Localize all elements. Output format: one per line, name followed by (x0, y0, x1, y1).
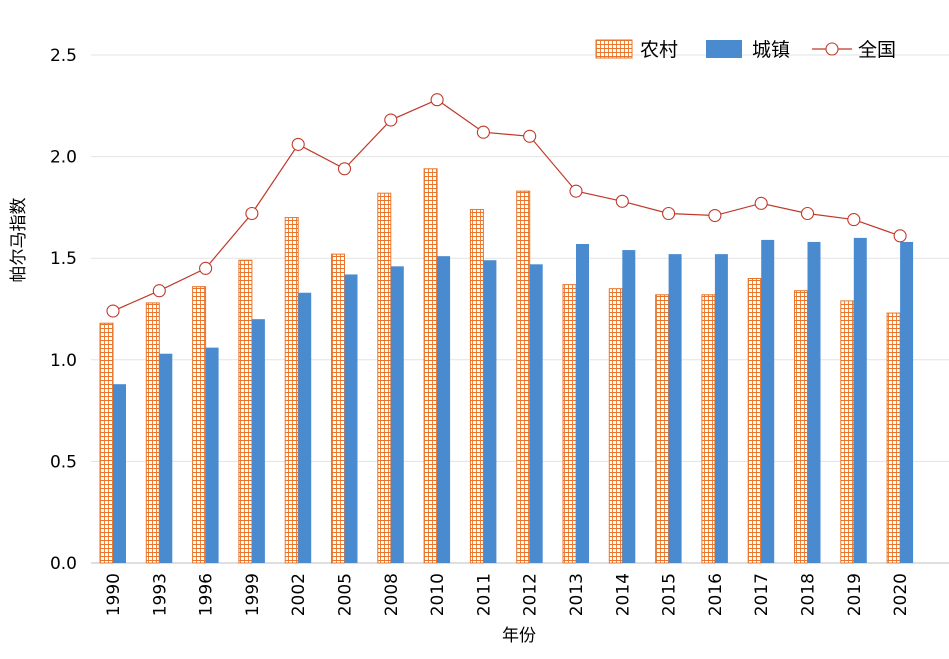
bar-rural (145, 302, 160, 564)
x-tick-label: 1990 (104, 573, 124, 616)
x-tick-label: 1999 (243, 573, 263, 616)
x-tick-label: 2002 (289, 573, 309, 616)
point-national (199, 261, 213, 275)
point-national (569, 184, 583, 198)
point-national (476, 125, 490, 139)
point-national (893, 229, 907, 243)
bar-urban (483, 260, 497, 563)
bar-rural (331, 253, 345, 564)
line-series (106, 93, 907, 318)
point-national (754, 196, 768, 210)
legend: 农村 城镇 全国 (595, 39, 896, 61)
bar-urban (853, 237, 867, 563)
y-tick-label: 1.5 (50, 249, 77, 269)
point-national (245, 206, 259, 221)
bar-urban (529, 264, 543, 563)
legend-marker-national (825, 42, 839, 56)
bar-urban (390, 266, 404, 563)
bar-urban (576, 243, 589, 563)
bar-rural (655, 294, 670, 564)
bar-urban (714, 254, 728, 564)
bar-rural (701, 294, 716, 564)
point-national (708, 208, 722, 223)
x-tick-label: 1993 (150, 573, 170, 616)
point-national (291, 137, 305, 151)
point-national (337, 162, 352, 176)
y-tick-label: 0.0 (50, 554, 77, 574)
point-national (615, 194, 629, 208)
bar-rural (886, 312, 901, 564)
legend-label-urban: 城镇 (752, 39, 790, 61)
point-national (800, 206, 815, 221)
bar-rural (469, 208, 484, 564)
legend-label-national: 全国 (858, 39, 896, 61)
bar-urban (205, 347, 219, 563)
y-tick-label: 1.0 (50, 351, 77, 371)
bar-rural (377, 192, 392, 564)
bar-rural (516, 190, 531, 564)
bar-rural (238, 259, 253, 564)
x-tick-label: 2012 (521, 573, 541, 616)
x-tick-label: 2016 (706, 573, 726, 616)
y-tick-label: 2.5 (50, 46, 77, 66)
x-tick-label: 2020 (891, 573, 911, 616)
x-tick-label: 2011 (474, 573, 494, 616)
y-axis-title: 帕尔马指数 (9, 198, 29, 283)
x-tick-label: 2015 (660, 573, 680, 616)
x-tick-label: 2013 (567, 573, 587, 616)
bars (99, 168, 914, 564)
bar-urban (761, 239, 775, 564)
bar-rural (423, 168, 438, 564)
legend-label-rural: 农村 (640, 39, 678, 61)
point-national (152, 284, 166, 298)
bar-rural (562, 284, 577, 564)
y-tick-label: 2.0 (50, 148, 77, 168)
point-national (430, 93, 444, 107)
legend-swatch-rural (595, 39, 633, 59)
x-tick-label: 2010 (428, 573, 448, 616)
bar-rural (840, 300, 855, 564)
bar-urban (251, 319, 265, 563)
point-national (523, 129, 537, 143)
y-tick-label: 0.5 (50, 452, 77, 472)
x-tick-label: 2017 (752, 573, 772, 616)
legend-swatch-urban (706, 40, 742, 58)
point-national (662, 206, 676, 221)
bar-urban (298, 292, 312, 563)
bar-urban (113, 384, 126, 563)
bar-rural (99, 322, 114, 564)
x-tick-label: 2014 (613, 573, 633, 616)
point-national (106, 304, 120, 318)
bar-rural (192, 286, 207, 564)
x-tick-label: 2018 (799, 573, 819, 616)
x-tick-label: 2008 (382, 573, 402, 616)
point-national (384, 113, 398, 127)
x-tick-label: 2005 (336, 573, 356, 616)
bar-rural (608, 288, 623, 564)
bar-urban (622, 250, 636, 563)
bar-urban (807, 241, 821, 563)
bar-urban (437, 256, 451, 563)
x-tick-label: 2019 (845, 573, 865, 616)
x-axis-title: 年份 (502, 626, 536, 646)
bar-urban (900, 241, 914, 563)
bar-rural (747, 278, 762, 564)
bar-rural (284, 217, 299, 564)
line-national (112, 99, 901, 312)
point-national (847, 213, 861, 227)
axes: 0.0 0.5 1.0 1.5 2.0 2.5 1990 1993 1996 1999 2002 20… (50, 46, 911, 616)
x-tick-label: 1996 (197, 573, 217, 616)
bar-urban (159, 353, 173, 563)
bar-urban (344, 274, 358, 563)
bar-urban (668, 254, 682, 564)
bar-rural (794, 290, 808, 564)
